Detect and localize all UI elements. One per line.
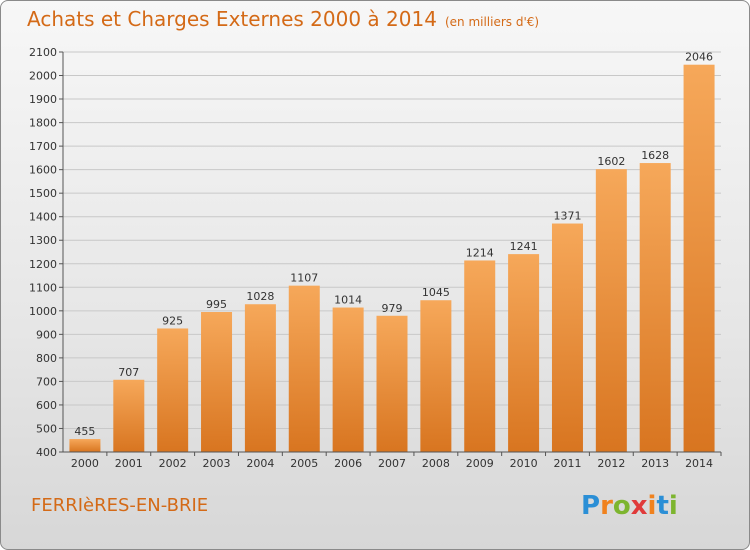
y-tick-label: 2000	[29, 70, 57, 83]
y-tick-label: 1500	[29, 187, 57, 200]
y-tick-label: 2100	[29, 46, 57, 59]
chart-subtitle: (en milliers d'€)	[444, 15, 540, 29]
bar	[376, 315, 408, 452]
bars: 455 707 925 995 1028 1107 1014 979 1045 1214 1241 1…	[69, 51, 715, 453]
data-label: 1045	[422, 286, 450, 299]
y-tick-label: 1400	[29, 211, 57, 224]
y-tick-label: 400	[36, 446, 57, 459]
logo-letter: x	[630, 491, 648, 521]
data-label: 1371	[553, 210, 581, 223]
x-tick-label: 2007	[378, 457, 406, 470]
bar	[244, 304, 276, 452]
y-tick-label: 700	[36, 375, 57, 388]
x-tick-label: 2013	[641, 457, 669, 470]
data-label: 1028	[246, 290, 274, 303]
x-tick-label: 2014	[685, 457, 713, 470]
y-tick-label: 1700	[29, 140, 57, 153]
bar	[464, 260, 496, 452]
bar	[332, 307, 364, 452]
x-tick-label: 2002	[159, 457, 187, 470]
x-tick-label: 2012	[597, 457, 625, 470]
data-label: 1241	[510, 240, 538, 253]
chart-title-text: Achats et Charges Externes 2000 à 2014	[27, 7, 437, 31]
y-tick-label: 600	[36, 399, 57, 412]
y-tick-label: 1100	[29, 281, 57, 294]
bar	[157, 328, 189, 452]
axes: 400 500 600 700 800 900 1000 1100 1200 1300 1400 15…	[29, 46, 722, 470]
location-name: FERRIèRES-EN-BRIE	[31, 495, 209, 516]
x-tick-label: 2005	[290, 457, 318, 470]
bar	[551, 223, 583, 452]
bar	[201, 312, 233, 452]
bar	[595, 169, 627, 453]
x-tick-label: 2008	[422, 457, 450, 470]
bar	[288, 285, 320, 452]
x-tick-label: 2011	[553, 457, 581, 470]
data-label: 1628	[641, 149, 669, 162]
bar	[69, 439, 101, 452]
x-tick-label: 2001	[115, 457, 143, 470]
x-tick-label: 2009	[466, 457, 494, 470]
bar	[683, 64, 715, 453]
bar	[639, 163, 671, 452]
x-tick-label: 2004	[246, 457, 274, 470]
y-tick-label: 900	[36, 328, 57, 341]
data-label: 979	[382, 302, 403, 315]
proxiti-logo: Proxiti	[581, 491, 678, 521]
data-label: 995	[206, 298, 227, 311]
y-tick-label: 1000	[29, 305, 57, 318]
bar	[508, 254, 540, 452]
y-tick-label: 500	[36, 422, 57, 435]
y-tick-label: 1600	[29, 164, 57, 177]
data-label: 2046	[685, 51, 713, 64]
y-tick-label: 1300	[29, 234, 57, 247]
y-tick-label: 1900	[29, 93, 57, 106]
logo-letter: P	[581, 491, 601, 521]
logo-letter: t	[656, 491, 669, 521]
data-label: 707	[118, 366, 139, 379]
x-tick-label: 2000	[71, 457, 99, 470]
y-tick-label: 800	[36, 352, 57, 365]
data-label: 455	[74, 425, 95, 438]
logo-letter: i	[647, 491, 657, 521]
chart-title: Achats et Charges Externes 2000 à 2014 (e…	[27, 7, 539, 31]
y-tick-label: 1800	[29, 117, 57, 130]
x-tick-label: 2006	[334, 457, 362, 470]
logo-letter: i	[668, 491, 678, 521]
logo-letter: o	[612, 491, 631, 521]
bar	[420, 300, 452, 452]
x-tick-label: 2003	[203, 457, 231, 470]
bar	[113, 379, 145, 452]
x-tick-label: 2010	[510, 457, 538, 470]
data-label: 1214	[466, 246, 494, 259]
logo-letter: r	[600, 491, 613, 521]
data-label: 1107	[290, 272, 318, 285]
y-tick-label: 1200	[29, 258, 57, 271]
data-label: 925	[162, 314, 183, 327]
data-label: 1602	[597, 155, 625, 168]
data-label: 1014	[334, 294, 362, 307]
